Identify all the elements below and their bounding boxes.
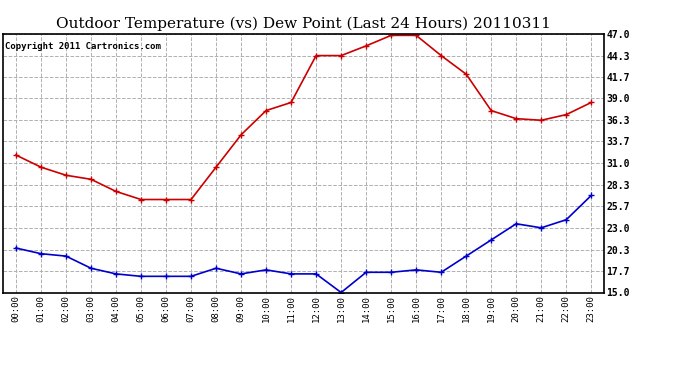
Title: Outdoor Temperature (vs) Dew Point (Last 24 Hours) 20110311: Outdoor Temperature (vs) Dew Point (Last… bbox=[56, 17, 551, 31]
Text: Copyright 2011 Cartronics.com: Copyright 2011 Cartronics.com bbox=[5, 42, 161, 51]
